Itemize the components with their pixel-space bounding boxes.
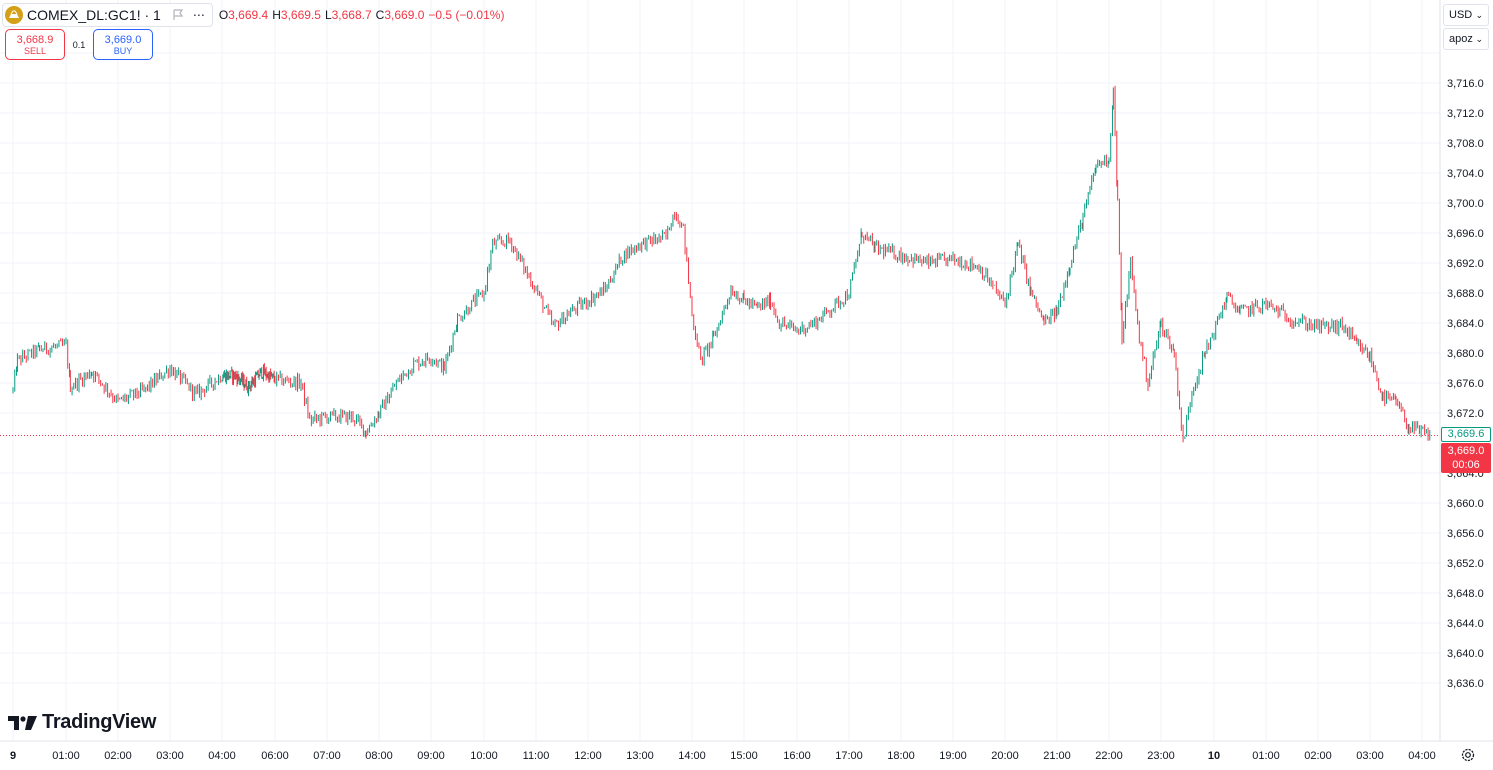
more-dots-icon[interactable]: ⋯ xyxy=(192,8,206,22)
price-tick-label: 3,680.0 xyxy=(1447,348,1484,360)
ohlc-change: −0.5 (−0.01%) xyxy=(428,8,505,22)
time-tick-label: 12:00 xyxy=(574,750,602,762)
symbol-legend: COMEX_DL:GC1! · 1 ⋯ O3,669.4 H3,669.5 L3… xyxy=(2,3,505,27)
time-tick-label: 21:00 xyxy=(1043,750,1071,762)
spread-value: 0.1 xyxy=(72,39,86,50)
time-tick-label: 18:00 xyxy=(887,750,915,762)
time-tick-label: 09:00 xyxy=(417,750,445,762)
time-tick-label: 01:00 xyxy=(52,750,80,762)
time-tick-label: 10 xyxy=(1208,750,1220,762)
bar-countdown: 00:06 xyxy=(1452,459,1480,471)
gold-coin-icon xyxy=(5,6,23,24)
price-tick-label: 3,676.0 xyxy=(1447,378,1484,390)
price-tick-label: 3,656.0 xyxy=(1447,528,1484,540)
time-tick-label: 11:00 xyxy=(523,750,550,762)
time-tick-label: 03:00 xyxy=(1356,750,1384,762)
time-tick-label: 04:00 xyxy=(208,750,236,762)
buy-label: BUY xyxy=(113,45,133,56)
price-tick-label: 3,712.0 xyxy=(1447,108,1484,120)
price-tick-label: 3,700.0 xyxy=(1447,198,1484,210)
chevron-down-icon: ⌄ xyxy=(1475,33,1483,44)
symbol-search-button[interactable]: COMEX_DL:GC1! · 1 ⋯ xyxy=(2,3,213,27)
price-tick-label: 3,704.0 xyxy=(1447,168,1484,180)
sell-button[interactable]: 3,668.9 SELL xyxy=(5,29,65,60)
price-tick-label: 3,692.0 xyxy=(1447,258,1484,270)
price-tick-label: 3,696.0 xyxy=(1447,228,1484,240)
last-price-tag: 3,669.0 00:06 xyxy=(1441,443,1491,473)
time-tick-label: 08:00 xyxy=(365,750,393,762)
ohlc-low: L3,668.7 xyxy=(324,8,372,22)
price-tick-label: 3,644.0 xyxy=(1447,618,1484,630)
chevron-down-icon: ⌄ xyxy=(1475,9,1483,20)
ohlc-open: O3,669.4 xyxy=(218,8,269,22)
chart-grid xyxy=(0,0,1440,741)
currency-label: USD xyxy=(1449,9,1473,21)
price-tick-label: 3,672.0 xyxy=(1447,408,1484,420)
price-tick-label: 3,716.0 xyxy=(1447,78,1484,90)
time-tick-label: 15:00 xyxy=(730,750,758,762)
symbol-title: COMEX_DL:GC1! · 1 xyxy=(27,7,161,23)
price-tick-label: 3,688.0 xyxy=(1447,288,1484,300)
ask-price-tag: 3,669.6 xyxy=(1441,427,1491,442)
time-tick-label: 16:00 xyxy=(783,750,811,762)
time-tick-label: 20:00 xyxy=(991,750,1019,762)
time-tick-label: 07:00 xyxy=(313,750,341,762)
currency-select[interactable]: USD ⌄ xyxy=(1443,4,1489,26)
price-tick-label: 3,648.0 xyxy=(1447,588,1484,600)
time-axis: 9 01:00 02:00 03:00 04:00 06:00 07:00 08:00 09:0… xyxy=(10,750,1436,762)
price-tick-label: 3,660.0 xyxy=(1447,498,1484,510)
price-tick-label: 3,636.0 xyxy=(1447,678,1484,690)
buy-price: 3,669.0 xyxy=(104,33,142,46)
ohlc-values: O3,669.4 H3,669.5 L3,668.7 C3,669.0 −0.5… xyxy=(219,8,505,22)
unit-select[interactable]: apoz ⌄ xyxy=(1443,28,1489,50)
time-tick-label: 02:00 xyxy=(104,750,132,762)
sell-price: 3,668.9 xyxy=(16,33,54,46)
tradingview-logo-icon xyxy=(8,715,37,730)
time-tick-label: 17:00 xyxy=(835,750,863,762)
tradingview-logo[interactable]: TradingView xyxy=(8,711,156,734)
price-tick-label: 3,684.0 xyxy=(1447,318,1484,330)
last-price-value: 3,669.0 xyxy=(1447,445,1485,457)
time-tick-label: 03:00 xyxy=(156,750,184,762)
ohlc-high: H3,669.5 xyxy=(272,8,321,22)
time-tick-label: 23:00 xyxy=(1147,750,1175,762)
time-tick-label: 13:00 xyxy=(626,750,654,762)
settings-icon[interactable] xyxy=(1459,746,1477,764)
candles xyxy=(12,85,1431,443)
time-tick-label: 01:00 xyxy=(1252,750,1280,762)
buy-button[interactable]: 3,669.0 BUY xyxy=(93,29,153,60)
time-tick-label: 19:00 xyxy=(939,750,967,762)
tradingview-wordmark: TradingView xyxy=(42,711,157,733)
sell-label: SELL xyxy=(23,45,47,56)
time-tick-label: 02:00 xyxy=(1304,750,1332,762)
time-tick-label: 06:00 xyxy=(261,750,289,762)
price-axis: 3,716.0 3,712.0 3,708.0 3,704.0 3,700.0 3,696… xyxy=(1447,78,1484,690)
time-tick-label: 04:00 xyxy=(1408,750,1436,762)
price-tick-label: 3,652.0 xyxy=(1447,558,1484,570)
price-tick-label: 3,640.0 xyxy=(1447,648,1484,660)
time-tick-label: 10:00 xyxy=(470,750,498,762)
flag-icon[interactable] xyxy=(171,8,185,22)
time-tick-label: 14:00 xyxy=(678,750,706,762)
trade-buttons: 3,668.9 SELL 0.1 3,669.0 BUY xyxy=(5,29,153,60)
price-tick-label: 3,708.0 xyxy=(1447,138,1484,150)
unit-label: apoz xyxy=(1449,33,1473,45)
time-tick-label: 22:00 xyxy=(1095,750,1123,762)
time-tick-label: 9 xyxy=(10,750,16,762)
ohlc-close: C3,669.0 xyxy=(375,8,425,22)
